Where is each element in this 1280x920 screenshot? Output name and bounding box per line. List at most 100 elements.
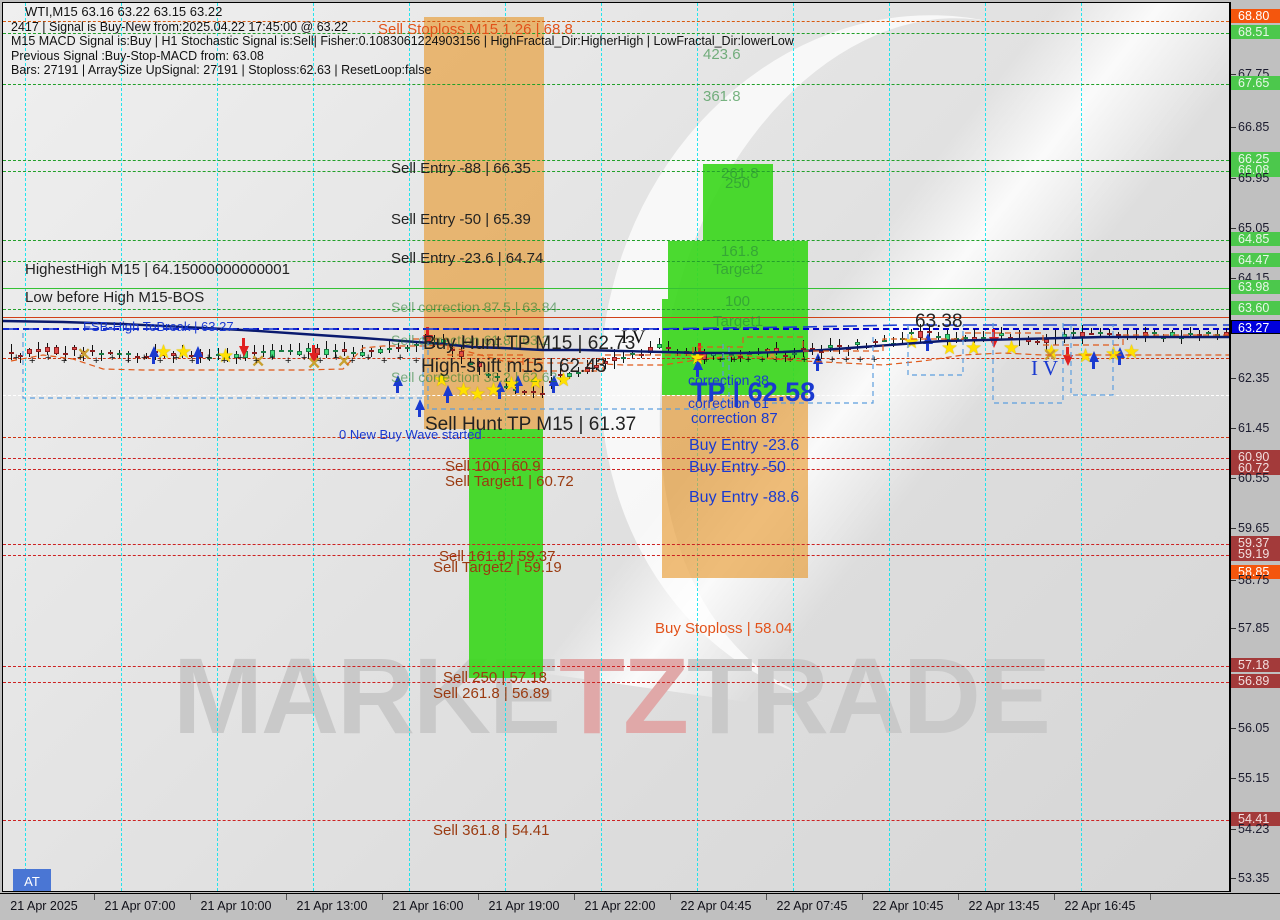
signal-plus-icon: + bbox=[365, 352, 372, 364]
signal-plus-icon: + bbox=[787, 354, 794, 366]
candle-body bbox=[117, 353, 122, 356]
signal-plus-icon: + bbox=[871, 354, 878, 366]
time-axis-tick bbox=[382, 894, 383, 900]
candle-body bbox=[1116, 334, 1121, 337]
signal-plus-icon: + bbox=[413, 355, 420, 367]
auto-trade-button[interactable]: AT bbox=[13, 869, 51, 891]
chart-annotation: Sell 261.8 | 56.89 bbox=[433, 685, 550, 702]
chart-annotation: 250 bbox=[725, 175, 751, 192]
price-level-line bbox=[3, 317, 1229, 318]
price-axis-tick bbox=[1231, 178, 1236, 179]
price-axis-label: 61.45 bbox=[1238, 421, 1270, 435]
price-axis-tick bbox=[1231, 478, 1236, 479]
candle-body bbox=[621, 356, 626, 359]
chart-annotation: Buy Entry -88.6 bbox=[689, 489, 800, 506]
signal-star-icon: ★ bbox=[1003, 338, 1021, 359]
time-axis[interactable]: 21 Apr 2025 21 Apr 07:00 21 Apr 10:00 21 Ap… bbox=[0, 893, 1280, 920]
time-axis-label: 22 Apr 10:45 bbox=[872, 899, 944, 913]
signal-plus-icon: + bbox=[13, 352, 20, 364]
price-axis-tick bbox=[1231, 528, 1236, 529]
signal-plus-icon: + bbox=[269, 352, 276, 364]
chart-annotation: TP | 62.58 bbox=[691, 377, 816, 407]
price-level-line bbox=[3, 820, 1229, 821]
signal-star-icon: ★ bbox=[1123, 342, 1141, 363]
candle-body bbox=[711, 353, 716, 357]
signal-plus-icon: + bbox=[717, 354, 724, 366]
candle-body bbox=[1206, 331, 1211, 335]
candle-body bbox=[378, 348, 383, 354]
candle-body bbox=[1215, 333, 1220, 336]
vgrid bbox=[121, 3, 122, 891]
candle-body bbox=[1026, 337, 1031, 343]
price-axis-label: 66.08 bbox=[1231, 163, 1280, 177]
time-axis-tick bbox=[766, 894, 767, 900]
candle-body bbox=[846, 347, 851, 350]
chart-annotation: Buy Hunt TP M15 | 62.73 bbox=[423, 333, 636, 354]
signal-star-icon: ★ bbox=[965, 338, 983, 359]
chart-annotation: 100 bbox=[725, 293, 751, 310]
candle-body bbox=[837, 345, 842, 348]
time-axis-label: 22 Apr 07:45 bbox=[776, 899, 848, 913]
time-axis-tick bbox=[1054, 894, 1055, 900]
price-level-line bbox=[3, 469, 1229, 470]
price-axis-label: 59.19 bbox=[1231, 547, 1280, 561]
chart-annotation: Sell correction 87.5 | 63.84 bbox=[391, 299, 558, 315]
signal-plus-icon: + bbox=[237, 352, 244, 364]
signal-plus-icon: + bbox=[173, 352, 180, 364]
price-chart-canvas[interactable]: MARKETZTRADE ★ ★ ★ ★ ★ ★ ★ ★ ★ ★ ★ ★ ★ ★ ★ ★ ★ ★ ★ ✕ ✕ ✕ ✕ ✕ ✕ + +… bbox=[2, 2, 1230, 892]
price-axis-label: 54.23 bbox=[1238, 822, 1270, 836]
price-axis-label: 62.35 bbox=[1238, 371, 1270, 385]
price-level-line bbox=[3, 288, 1229, 289]
candle-body bbox=[873, 340, 878, 343]
chart-annotation: FSB-High ToBreak | 63.27 bbox=[83, 319, 234, 334]
price-axis-label: 63.60 bbox=[1231, 301, 1280, 315]
chart-annotation: correction 87 bbox=[691, 410, 778, 427]
price-axis-label: 60.55 bbox=[1238, 471, 1270, 485]
buy-arrow-up-icon bbox=[923, 333, 933, 344]
buy-target3-green bbox=[703, 164, 773, 241]
price-axis-tick bbox=[1231, 228, 1236, 229]
price-axis-tick bbox=[1231, 829, 1236, 830]
price-axis-tick bbox=[1231, 628, 1236, 629]
price-axis-label: 53.35 bbox=[1238, 871, 1270, 885]
time-axis-label: 21 Apr 2025 bbox=[10, 899, 78, 913]
candle-body bbox=[864, 346, 869, 349]
header-line-4: Bars: 27191 | ArraySize UpSignal: 27191 … bbox=[11, 63, 432, 77]
chart-annotation: Sell 161.8 | 59.37 bbox=[439, 548, 556, 565]
chart-annotation: 261.8 bbox=[721, 165, 759, 182]
price-axis-label: 65.05 bbox=[1238, 221, 1270, 235]
signal-plus-icon: + bbox=[301, 352, 308, 364]
price-axis-tick bbox=[1231, 278, 1236, 279]
price-level-line bbox=[3, 21, 1229, 22]
signal-plus-icon: + bbox=[703, 354, 710, 366]
candle-body bbox=[882, 339, 887, 342]
time-axis-label: 21 Apr 19:00 bbox=[488, 899, 560, 913]
signal-plus-icon: + bbox=[333, 352, 340, 364]
time-axis-tick bbox=[958, 894, 959, 900]
price-axis-label: 64.47 bbox=[1231, 253, 1280, 267]
signal-plus-icon: + bbox=[61, 355, 68, 367]
price-level-line bbox=[3, 160, 1229, 161]
candle-body bbox=[351, 352, 356, 354]
candle-body bbox=[1188, 333, 1193, 336]
candle-body bbox=[99, 353, 104, 356]
price-axis-label: 65.95 bbox=[1238, 171, 1270, 185]
price-axis[interactable]: 68.80 68.51 67.75 67.65 66.85 66.25 66.08 65.95… bbox=[1230, 2, 1280, 892]
candle-body bbox=[855, 341, 860, 346]
chart-annotation: HighestHigh M15 | 64.15000000000001 bbox=[25, 261, 290, 278]
candle-body bbox=[828, 345, 833, 349]
signal-plus-icon: + bbox=[221, 355, 228, 367]
chart-annotation: Sell 361.8 | 54.41 bbox=[433, 822, 550, 839]
price-axis-label: 54.41 bbox=[1231, 812, 1280, 826]
candle-body bbox=[675, 350, 680, 353]
buy-zone-orange bbox=[662, 395, 808, 578]
signal-plus-icon: + bbox=[759, 354, 766, 366]
price-level-line bbox=[3, 309, 1229, 310]
candle-body bbox=[639, 354, 644, 357]
price-axis-tick bbox=[1231, 378, 1236, 379]
chart-annotation: Sell Entry -23.6 | 64.74 bbox=[391, 250, 544, 267]
time-axis-tick bbox=[94, 894, 95, 900]
vgrid bbox=[889, 3, 890, 891]
sell-target-green bbox=[469, 429, 543, 678]
candle-wick bbox=[101, 349, 102, 361]
